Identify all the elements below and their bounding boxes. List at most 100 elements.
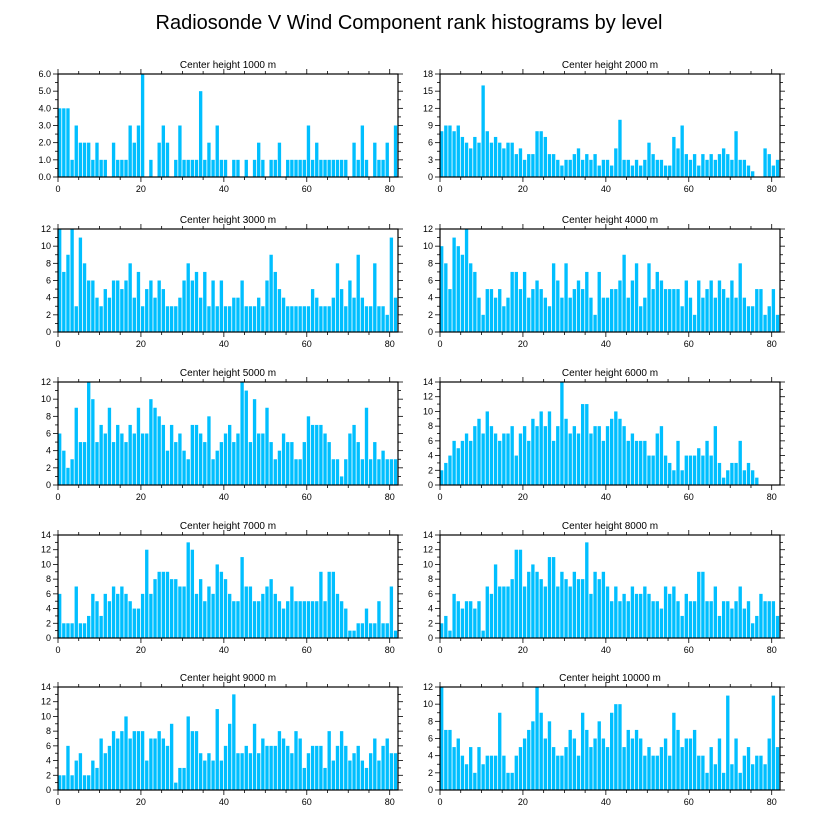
histogram-bar (228, 593, 232, 638)
histogram-bar (356, 159, 360, 177)
histogram-bar (709, 455, 713, 485)
histogram-bar (547, 557, 552, 638)
histogram-bar (589, 747, 593, 790)
histogram-bar (339, 289, 344, 332)
histogram-bar (178, 297, 182, 332)
histogram-bar (186, 716, 190, 790)
histogram-bar (128, 601, 132, 638)
histogram-bar (186, 542, 190, 638)
histogram-bar (128, 263, 132, 332)
histogram-bar (444, 729, 448, 790)
histogram-bar (124, 280, 128, 332)
histogram-bar (165, 745, 170, 790)
histogram-bar (692, 601, 697, 638)
histogram-bar (277, 731, 282, 790)
y-tick-label: 6 (428, 138, 433, 148)
x-tick-label: 0 (55, 797, 60, 807)
histogram-bar (556, 159, 560, 177)
histogram-bar (651, 755, 655, 790)
x-tick-label: 40 (219, 184, 229, 194)
y-tick-label: 12 (41, 697, 51, 707)
histogram-bar (460, 136, 465, 177)
histogram-bar (651, 154, 655, 177)
histogram-bar (182, 159, 186, 177)
histogram-bar (643, 755, 647, 790)
y-tick-label: 0 (428, 327, 433, 337)
histogram-bar (290, 159, 294, 177)
histogram-bar (153, 579, 157, 638)
histogram-bar (489, 426, 494, 485)
panel-title: Center height 8000 m (562, 521, 658, 532)
histogram-bar (389, 753, 394, 790)
histogram-bar (697, 755, 701, 790)
histogram-bar (140, 74, 145, 177)
histogram-bar (315, 745, 319, 790)
histogram-bar (440, 246, 444, 332)
histogram-bar (506, 297, 510, 332)
histogram-bar (576, 148, 581, 177)
histogram-bar (161, 424, 166, 485)
histogram-bar (701, 571, 705, 638)
y-tick-label: 10 (41, 711, 51, 721)
histogram-bar (352, 753, 356, 790)
histogram-bar (510, 579, 514, 638)
histogram-bar (169, 579, 174, 638)
y-tick-label: 2 (46, 770, 51, 780)
histogram-bar (381, 450, 385, 485)
panel-title: Center height 5000 m (180, 368, 276, 379)
histogram-bar (639, 593, 643, 638)
histogram-bar (514, 271, 518, 332)
histogram-bar (99, 159, 103, 177)
histogram-bar (331, 159, 336, 177)
histogram-bar (74, 407, 78, 485)
histogram-bar (626, 440, 630, 485)
histogram-bar (198, 433, 203, 485)
histogram-bar (111, 731, 116, 790)
histogram-bar (738, 263, 742, 332)
histogram-bar (775, 615, 780, 638)
histogram-bar (721, 772, 726, 790)
histogram-bar (120, 159, 124, 177)
histogram-bar (464, 764, 469, 790)
histogram-bar (717, 280, 722, 332)
histogram-bar (614, 586, 618, 638)
histogram-bar (70, 159, 74, 177)
histogram-bar (364, 767, 369, 790)
histogram-bar (593, 571, 597, 638)
histogram-bar (136, 407, 141, 485)
y-tick-label: 8 (46, 726, 51, 736)
histogram-bar (742, 608, 747, 638)
histogram-bar (730, 764, 734, 790)
x-tick-label: 80 (385, 645, 395, 655)
x-tick-label: 60 (684, 184, 694, 194)
histogram-bar (713, 297, 718, 332)
histogram-bar (207, 753, 211, 790)
histogram-bar (203, 760, 207, 790)
histogram-bar (165, 571, 170, 638)
histogram-bar (344, 745, 348, 790)
histogram-bar (464, 229, 469, 332)
histogram-bar (605, 426, 610, 485)
histogram-bar (182, 767, 186, 790)
y-tick-label: 2 (428, 768, 433, 778)
histogram-bar (705, 440, 709, 485)
histogram-bar (498, 440, 502, 485)
histogram-bar (717, 738, 722, 790)
histogram-bar (721, 477, 726, 485)
histogram-bar (323, 767, 327, 790)
histogram-bar (601, 571, 606, 638)
histogram-bar (207, 306, 211, 332)
histogram-bar (82, 142, 87, 177)
histogram-bar (564, 747, 568, 790)
y-tick-label: 4 (428, 604, 433, 614)
histogram-bar (95, 142, 99, 177)
histogram-bar (514, 154, 518, 177)
histogram-bar (269, 579, 273, 638)
histogram-bar (82, 775, 87, 790)
histogram-bar (527, 440, 531, 485)
histogram-bar (136, 608, 141, 638)
histogram-bar (286, 745, 290, 790)
histogram-bar (444, 462, 448, 485)
histogram-bar (306, 306, 311, 332)
